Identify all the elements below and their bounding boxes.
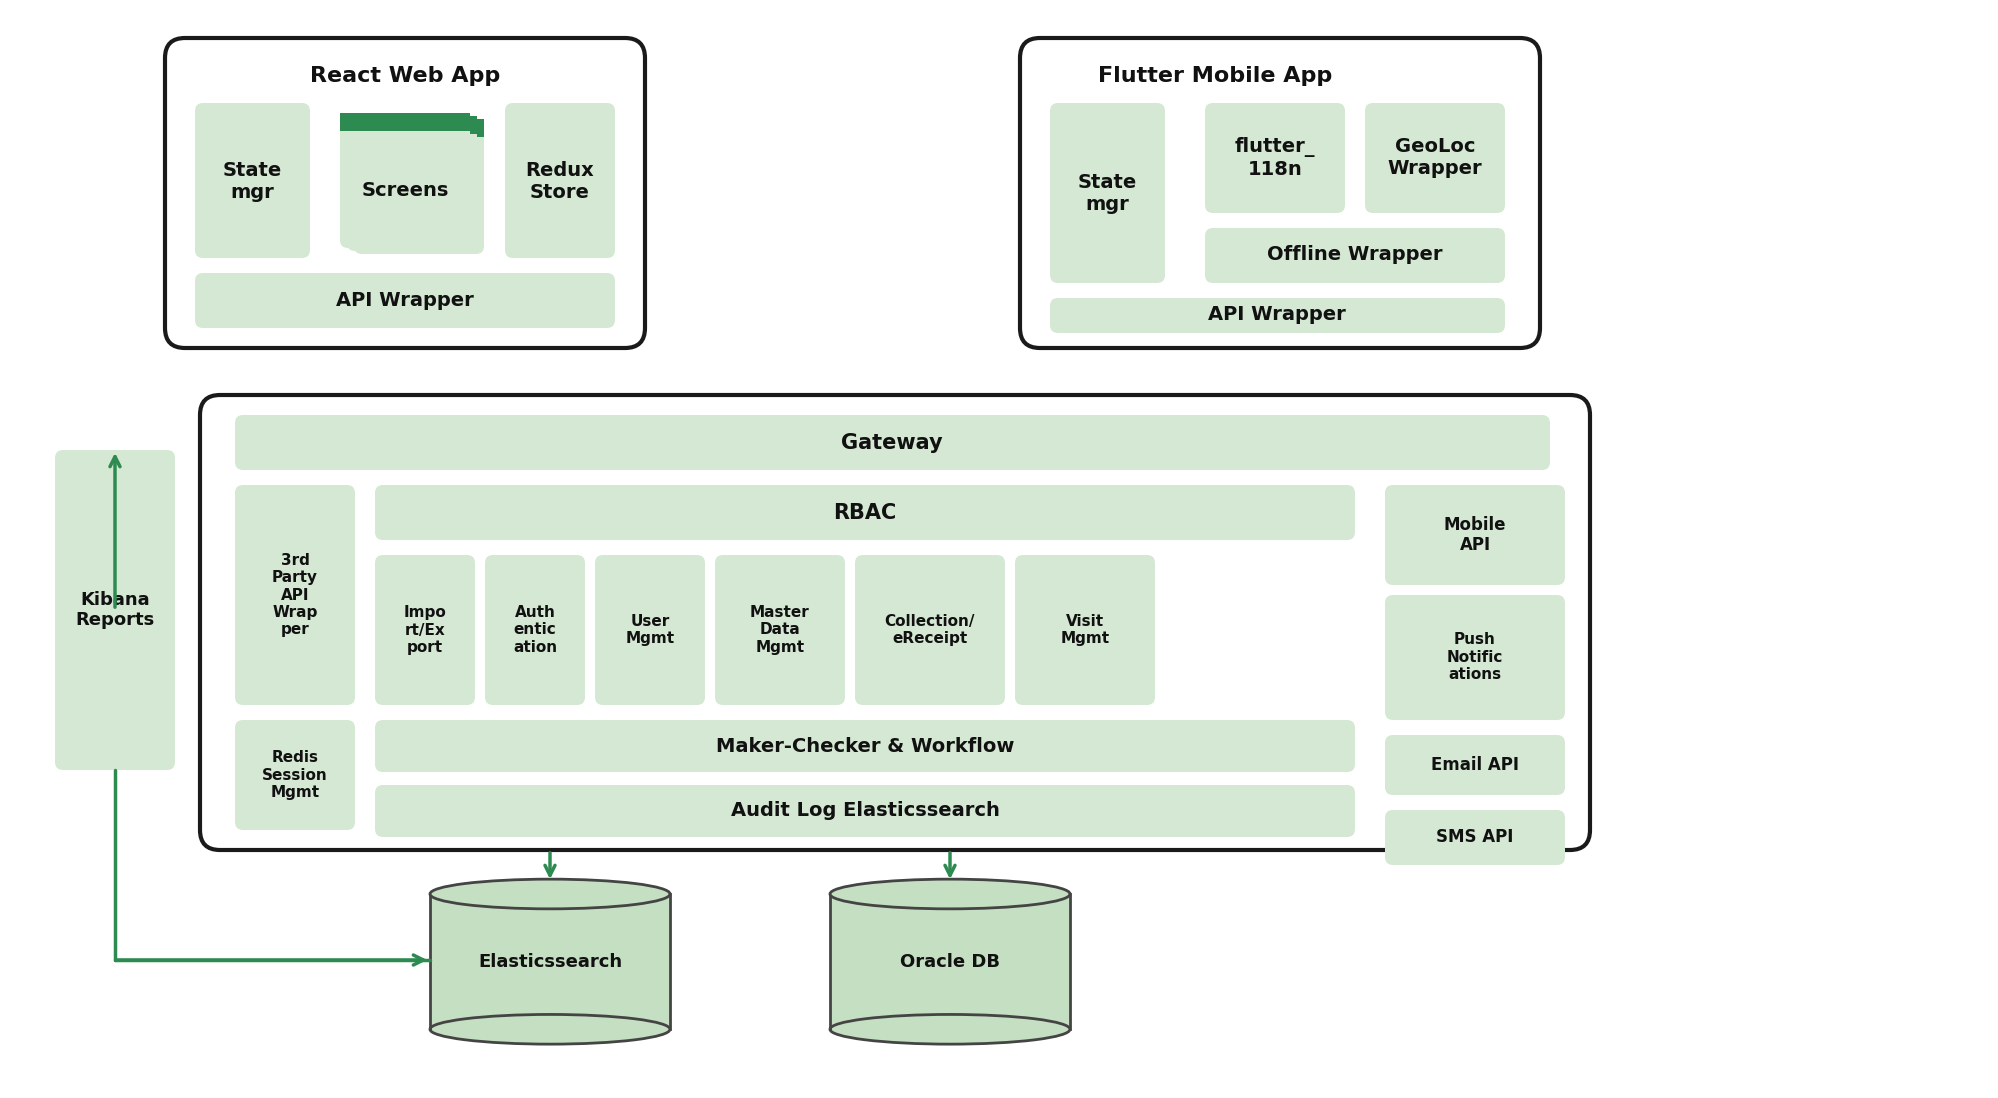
Text: Auth
entic
ation: Auth entic ation [513,605,557,654]
FancyBboxPatch shape [376,554,476,705]
Text: Elasticssearch: Elasticssearch [478,953,621,971]
Text: Kibana
Reports: Kibana Reports [76,591,154,629]
FancyBboxPatch shape [348,116,478,251]
FancyBboxPatch shape [376,485,1355,540]
FancyBboxPatch shape [376,720,1355,772]
FancyBboxPatch shape [1049,298,1504,333]
Text: Visit
Mgmt: Visit Mgmt [1059,614,1109,647]
FancyBboxPatch shape [1205,228,1504,283]
FancyBboxPatch shape [1015,554,1155,705]
Text: GeoLoc
Wrapper: GeoLoc Wrapper [1387,137,1483,179]
FancyBboxPatch shape [196,273,615,328]
Bar [354,119,484,137]
Text: API Wrapper: API Wrapper [1207,305,1345,325]
Text: Flutter Mobile App: Flutter Mobile App [1097,66,1331,86]
Text: Oracle DB: Oracle DB [899,953,999,971]
FancyBboxPatch shape [1205,103,1345,213]
Text: Mobile
API: Mobile API [1443,516,1506,554]
FancyBboxPatch shape [340,113,470,248]
FancyBboxPatch shape [505,103,615,258]
Ellipse shape [430,879,669,909]
Text: SMS API: SMS API [1437,828,1512,845]
FancyBboxPatch shape [56,450,176,770]
FancyBboxPatch shape [376,785,1355,837]
FancyBboxPatch shape [1365,103,1504,213]
FancyBboxPatch shape [1385,595,1564,720]
FancyBboxPatch shape [855,554,1005,705]
Ellipse shape [829,879,1069,909]
Text: Gateway: Gateway [841,433,943,453]
Text: Screens: Screens [362,180,448,200]
Text: Redux
Store: Redux Store [525,160,593,202]
FancyBboxPatch shape [354,119,484,254]
Text: Impo
rt/Ex
port: Impo rt/Ex port [404,605,446,654]
Text: Push
Notific
ations: Push Notific ations [1447,632,1502,682]
Text: React Web App: React Web App [310,66,500,86]
Text: 3rd
Party
API
Wrap
per: 3rd Party API Wrap per [272,552,318,637]
FancyBboxPatch shape [236,415,1548,470]
Text: Maker-Checker & Workflow: Maker-Checker & Workflow [715,737,1013,755]
Text: Master
Data
Mgmt: Master Data Mgmt [749,605,809,654]
FancyBboxPatch shape [200,395,1588,850]
FancyBboxPatch shape [486,554,585,705]
FancyBboxPatch shape [236,485,356,705]
FancyBboxPatch shape [715,554,845,705]
Ellipse shape [829,1015,1069,1044]
FancyBboxPatch shape [166,38,645,348]
Text: API Wrapper: API Wrapper [336,291,474,311]
FancyBboxPatch shape [595,554,705,705]
Bar [348,116,478,134]
Text: flutter_
118n: flutter_ 118n [1235,137,1315,179]
FancyBboxPatch shape [1019,38,1538,348]
Text: Email API: Email API [1431,757,1518,774]
Text: Audit Log Elasticssearch: Audit Log Elasticssearch [729,802,999,820]
Text: State
mgr: State mgr [1077,172,1137,213]
Bar [829,894,1069,1029]
Ellipse shape [430,1015,669,1044]
Bar [430,894,669,1029]
Text: Collection/
eReceipt: Collection/ eReceipt [885,614,975,647]
Text: Offline Wrapper: Offline Wrapper [1267,246,1443,265]
FancyBboxPatch shape [236,720,356,830]
Text: State
mgr: State mgr [222,160,282,202]
Bar [340,113,470,131]
FancyBboxPatch shape [196,103,310,258]
Text: RBAC: RBAC [833,503,897,523]
FancyBboxPatch shape [1049,103,1165,283]
FancyBboxPatch shape [1385,485,1564,585]
Text: User
Mgmt: User Mgmt [625,614,673,647]
FancyBboxPatch shape [1385,810,1564,865]
Text: Redis
Session
Mgmt: Redis Session Mgmt [262,750,328,800]
FancyBboxPatch shape [1385,735,1564,795]
